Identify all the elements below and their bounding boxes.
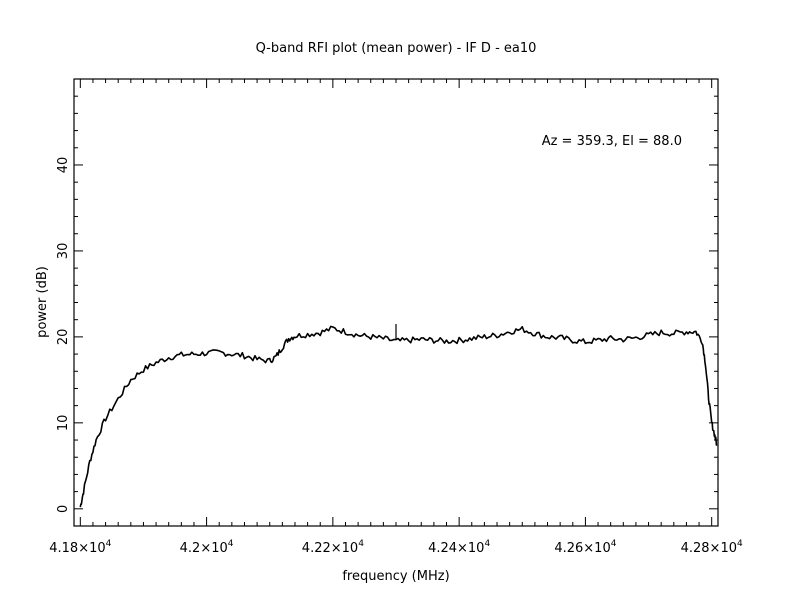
x-tick-label: 4.26×104 [554,539,616,556]
y-axis-label: power (dB) [35,266,50,338]
x-tick-label: 4.2×104 [180,539,234,556]
chart-annotation: Az = 359.3, El = 88.0 [542,134,682,149]
y-tick-label: 10 [56,415,71,432]
x-tick-exponent: 4 [484,539,490,549]
x-tick-label: 4.28×104 [681,539,743,556]
x-tick-label: 4.24×104 [428,539,490,556]
y-tick-label: 20 [56,329,71,346]
x-tick-label: 4.22×104 [302,539,364,556]
x-tick-exponent: 4 [358,539,364,549]
y-tick-label: 30 [56,243,71,260]
x-tick-label: 4.18×104 [49,539,111,556]
chart-title: Q-band RFI plot (mean power) - IF D - ea… [256,41,537,56]
x-tick-exponent: 4 [228,539,234,549]
y-tick-label: 40 [56,157,71,174]
x-tick-exponent: 4 [611,539,617,549]
y-axis: 0 10 20 30 40 [56,95,718,513]
series-line [79,325,718,508]
x-axis-label: frequency (MHz) [342,569,449,584]
x-tick-exponent: 4 [737,539,743,549]
y-tick-label: 0 [56,505,71,513]
x-axis: 4.18×104 4.2×104 4.22×104 4.24×104 4.26×104 4… [49,79,743,556]
x-tick-exponent: 4 [106,539,112,549]
series-group [79,323,718,508]
